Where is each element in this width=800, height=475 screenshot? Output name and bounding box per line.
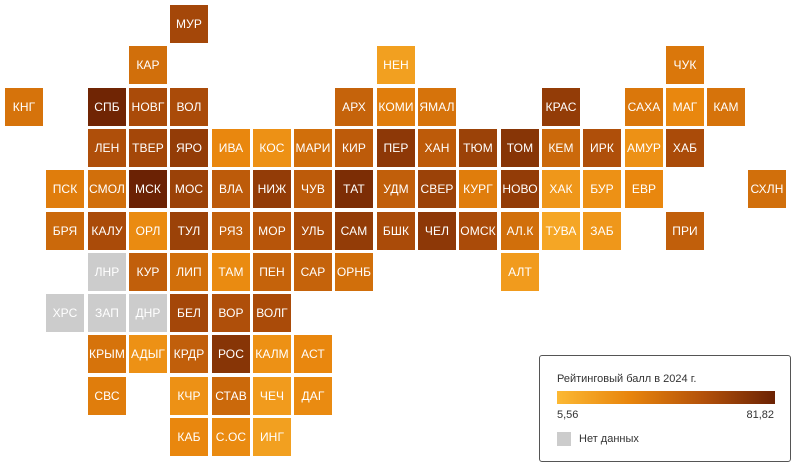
region-tile: КЧР	[170, 377, 208, 415]
region-tile: ЧУК	[666, 46, 704, 84]
region-tile: ЗАБ	[583, 212, 621, 250]
region-tile: КРДР	[170, 335, 208, 373]
region-tile: КРЫМ	[88, 335, 126, 373]
legend-no-data-label: Нет данных	[579, 433, 639, 445]
region-tile: ПЕН	[253, 253, 291, 291]
region-tile: ИРК	[583, 129, 621, 167]
region-tile: БУР	[583, 170, 621, 208]
region-tile: ИНГ	[253, 418, 291, 456]
region-tile: ПРИ	[666, 212, 704, 250]
region-tile: ТУЛ	[170, 212, 208, 250]
region-tile: ДАГ	[294, 377, 332, 415]
region-tile: ЕВР	[625, 170, 663, 208]
region-tile: ОМСК	[459, 212, 497, 250]
region-tile: НОВГ	[129, 88, 167, 126]
region-tile: УДМ	[377, 170, 415, 208]
region-tile: ПСК	[46, 170, 84, 208]
region-tile: ТВЕР	[129, 129, 167, 167]
region-tile: МОС	[170, 170, 208, 208]
region-tile: АМУР	[625, 129, 663, 167]
legend: Рейтинговый балл в 2024 г. 5,56 81,82 Не…	[539, 355, 791, 462]
region-tile: КАБ	[170, 418, 208, 456]
region-tile: НОВО	[501, 170, 539, 208]
region-tile: ЧУВ	[294, 170, 332, 208]
region-tile: САР	[294, 253, 332, 291]
region-tile: КОМИ	[377, 88, 415, 126]
region-tile: СМОЛ	[88, 170, 126, 208]
region-tile: С.ОС	[212, 418, 250, 456]
region-tile: ЯМАЛ	[418, 88, 456, 126]
region-tile: ТАМ	[212, 253, 250, 291]
region-tile: ЛЕН	[88, 129, 126, 167]
region-tile: ВОЛГ	[253, 294, 291, 332]
region-tile: СПБ	[88, 88, 126, 126]
region-tile: ЧЕЛ	[418, 212, 456, 250]
legend-no-data-swatch	[557, 432, 571, 446]
region-tile: АЛ.К	[501, 212, 539, 250]
region-tile: КЕМ	[542, 129, 580, 167]
region-tile: НИЖ	[253, 170, 291, 208]
region-tile: КИР	[335, 129, 373, 167]
legend-gradient-bar	[557, 391, 775, 404]
region-tile: ВОЛ	[170, 88, 208, 126]
region-tile: АЛТ	[501, 253, 539, 291]
region-tile: ПЕР	[377, 129, 415, 167]
region-tile: ВОР	[212, 294, 250, 332]
region-tile: ИВА	[212, 129, 250, 167]
region-tile: ТОМ	[501, 129, 539, 167]
legend-max-value: 81,82	[746, 409, 774, 421]
region-tile: КРАС	[542, 88, 580, 126]
region-tile: ТЮМ	[459, 129, 497, 167]
region-tile: АСТ	[294, 335, 332, 373]
region-tile: ЗАП	[88, 294, 126, 332]
region-tile: РЯЗ	[212, 212, 250, 250]
region-tile: ВЛА	[212, 170, 250, 208]
region-tile: АДЫГ	[129, 335, 167, 373]
legend-min-value: 5,56	[557, 409, 579, 421]
region-tile: ХАН	[418, 129, 456, 167]
region-tile: СТАВ	[212, 377, 250, 415]
region-tile: ОРЛ	[129, 212, 167, 250]
region-tile: НЕН	[377, 46, 415, 84]
region-tile: ЯРО	[170, 129, 208, 167]
region-tile: АРХ	[335, 88, 373, 126]
legend-title: Рейтинговый балл в 2024 г.	[557, 373, 697, 385]
region-tile: РОС	[212, 335, 250, 373]
region-tile: СВС	[88, 377, 126, 415]
region-tile: БРЯ	[46, 212, 84, 250]
region-tile: ТУВА	[542, 212, 580, 250]
region-tile: ЛНР	[88, 253, 126, 291]
region-tile: СВЕР	[418, 170, 456, 208]
region-tile: МСК	[129, 170, 167, 208]
region-tile: ТАТ	[335, 170, 373, 208]
region-tile: МАГ	[666, 88, 704, 126]
region-tile: ХРС	[46, 294, 84, 332]
region-tile: КУРГ	[459, 170, 497, 208]
region-tile: МОР	[253, 212, 291, 250]
region-tile: КАЛМ	[253, 335, 291, 373]
region-tile: КАР	[129, 46, 167, 84]
region-tile: МУР	[170, 5, 208, 43]
region-tile: ЛИП	[170, 253, 208, 291]
region-tile: МАРИ	[294, 129, 332, 167]
region-tile: КАМ	[707, 88, 745, 126]
region-tile: КАЛУ	[88, 212, 126, 250]
region-tile: ХАБ	[666, 129, 704, 167]
region-tile: БШК	[377, 212, 415, 250]
region-tile: БЕЛ	[170, 294, 208, 332]
region-tile: САХА	[625, 88, 663, 126]
region-tile: ДНР	[129, 294, 167, 332]
region-tile: САМ	[335, 212, 373, 250]
region-tile: УЛЬ	[294, 212, 332, 250]
region-tile: КОС	[253, 129, 291, 167]
region-tile: ОРНБ	[335, 253, 373, 291]
region-tile: ЧЕЧ	[253, 377, 291, 415]
region-tile: СХЛН	[748, 170, 786, 208]
region-tile: КУР	[129, 253, 167, 291]
region-tile: ХАК	[542, 170, 580, 208]
region-tile: КНГ	[5, 88, 43, 126]
